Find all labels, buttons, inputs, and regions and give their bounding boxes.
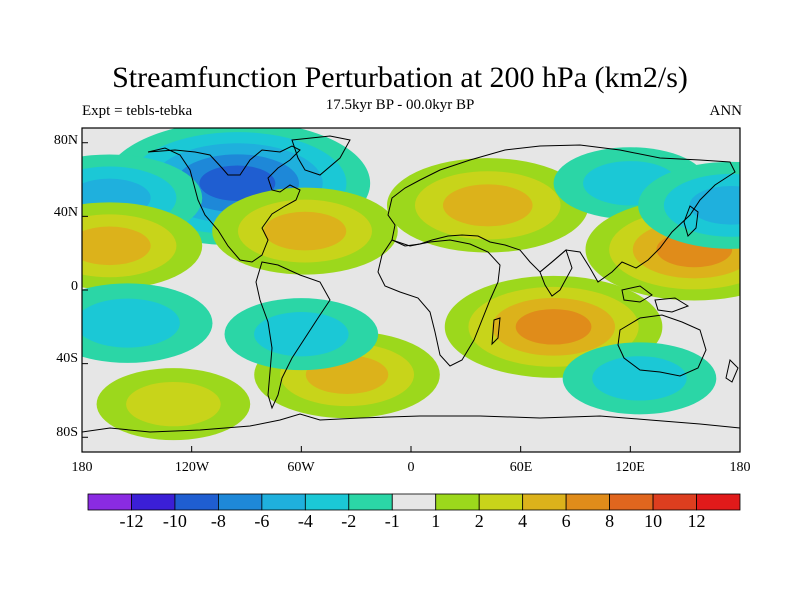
- lat-label-40s: 40S: [56, 351, 78, 366]
- lat-label-0: 0: [71, 279, 78, 294]
- lon-label-120w: 120W: [174, 460, 210, 475]
- colorbar-label: 6: [561, 511, 571, 531]
- colorbar-label: -10: [162, 511, 187, 531]
- n-pacific-east-low-band: [689, 185, 740, 225]
- colorbar-swatch: [174, 493, 219, 511]
- se-pacific-low-band: [82, 298, 180, 348]
- colorbar-swatch: [261, 493, 306, 511]
- lon-label-180e: 180: [729, 460, 751, 475]
- coast-india: [539, 249, 573, 297]
- colorbar-swatch: [131, 493, 176, 511]
- colorbar-swatch: [217, 493, 263, 511]
- coast-new-zealand: [725, 359, 739, 383]
- s-indian-low-band: [592, 356, 687, 401]
- colorbar-label: 8: [605, 511, 615, 531]
- colorbar-swatch: [391, 493, 437, 511]
- colorbar-label: -2: [341, 511, 357, 531]
- colorbar-label: 12: [687, 511, 706, 531]
- lon-label-60e: 60E: [509, 460, 533, 475]
- colorbar-label: -8: [210, 511, 226, 531]
- colorbar-swatch: [478, 493, 524, 511]
- northeast-canada-low-band: [199, 165, 276, 202]
- colorbar-label: 10: [644, 511, 663, 531]
- colorbar-swatch: [304, 493, 350, 511]
- colorbar-swatch: [565, 493, 611, 511]
- coast-north-america: [147, 145, 301, 263]
- colorbar-label: -4: [297, 511, 313, 531]
- w-atlantic-high-band: [263, 211, 347, 251]
- colorbar-label: -1: [384, 511, 400, 531]
- coast-greenland: [291, 135, 351, 176]
- colorbar-swatch: [696, 493, 741, 511]
- lon-label-0: 0: [407, 460, 415, 475]
- lat-label-80s: 80S: [56, 425, 78, 440]
- experiment-label: Expt = tebls-tebka: [82, 103, 193, 119]
- colorbar-label: -12: [119, 511, 144, 531]
- colorbar-label: 1: [431, 511, 441, 531]
- coast-europe-asia: [387, 144, 736, 283]
- coast-south-america: [255, 261, 331, 410]
- coast-africa: [377, 239, 501, 367]
- s-indian-ocean-high-band: [515, 309, 592, 345]
- colorbar-swatch: [435, 493, 480, 511]
- lon-label-60w: 60W: [287, 460, 315, 475]
- plot-title: Streamfunction Perturbation at 200 hPa (…: [112, 61, 688, 94]
- lat-label-80n: 80N: [53, 133, 78, 148]
- lon-label-180w: 180: [71, 460, 93, 475]
- colorbar-swatch: [522, 493, 567, 511]
- coast-australia: [617, 314, 707, 377]
- n-pacific-subtropical-high-band: [82, 226, 151, 266]
- colorbar-swatch: [87, 493, 132, 511]
- season-label: ANN: [709, 103, 743, 119]
- colorbar-label: -6: [254, 511, 270, 531]
- south-america-low-band: [254, 312, 349, 357]
- colorbar-swatch: [652, 493, 697, 511]
- s-pacific-high-band: [126, 381, 221, 427]
- coast-antarctica: [82, 413, 740, 433]
- eurasia-high-band: [442, 184, 533, 227]
- colorbar-label: 4: [518, 511, 528, 531]
- coast-madagascar: [491, 317, 501, 346]
- colorbar: [87, 493, 741, 511]
- lat-label-40n: 40N: [53, 205, 78, 220]
- lon-label-120e: 120E: [615, 460, 645, 475]
- colorbar-swatch: [609, 493, 654, 511]
- axis-ticks: [81, 142, 741, 452]
- period-label: 17.5kyr BP - 00.0kyr BP: [325, 97, 475, 113]
- coast-se-asia-islands: [621, 285, 690, 313]
- colorbar-label: 2: [474, 511, 484, 531]
- colorbar-swatch: [348, 493, 393, 511]
- coast-japan: [683, 205, 699, 237]
- coastlines: [82, 135, 740, 433]
